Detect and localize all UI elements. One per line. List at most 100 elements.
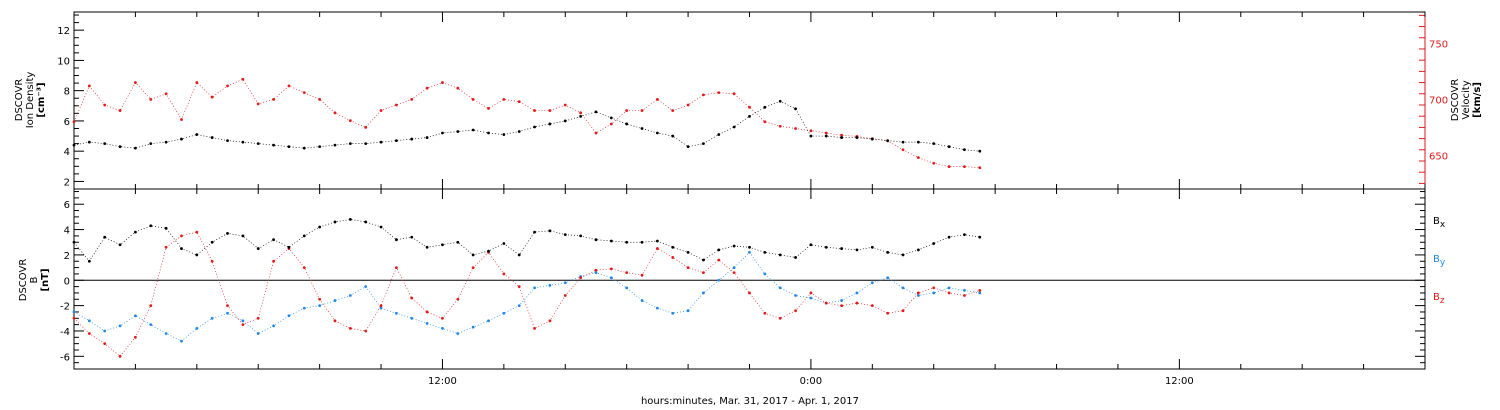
bx-point <box>978 235 982 239</box>
density-point <box>103 142 107 146</box>
by-point <box>487 319 490 323</box>
bottom-legend: Bx By Bz <box>1433 216 1446 306</box>
density-point <box>533 125 536 129</box>
b-field-tick-label: 6 <box>64 200 70 211</box>
b-field-tick-label: 4 <box>64 226 70 237</box>
density-point <box>210 136 214 139</box>
bz-point <box>272 259 275 263</box>
density-point <box>487 131 490 135</box>
density-point <box>502 133 506 136</box>
top-right-axis-title: DSCOVR Velocity [km/s] <box>1450 79 1483 122</box>
by-point <box>410 316 414 320</box>
bz-point <box>594 268 598 272</box>
bx-point <box>794 256 797 259</box>
density-point <box>824 134 828 138</box>
velocity-point <box>487 106 490 110</box>
bz-point <box>609 267 613 271</box>
x-axis-title: hours:minutes, Mar. 31, 2017 - Apr. 1, 2… <box>641 396 859 407</box>
bz-point <box>149 304 153 308</box>
density-point <box>379 140 383 144</box>
bz-point <box>932 286 936 290</box>
bz-point <box>947 291 951 295</box>
legend-bx: Bx <box>1433 216 1446 230</box>
bx-point <box>394 238 398 242</box>
bx-point <box>640 240 644 244</box>
bx-point <box>763 250 767 254</box>
density-point <box>963 148 966 152</box>
density-point <box>134 146 137 150</box>
density-point <box>195 133 199 136</box>
velocity-point <box>149 97 153 101</box>
density-point <box>118 145 122 149</box>
velocity-point <box>394 103 398 107</box>
density-point <box>441 131 444 135</box>
by-point <box>809 296 813 300</box>
by-point <box>563 281 567 285</box>
bz-point <box>870 304 874 308</box>
top-panel-axes: 2 4 6 8 10 12 650 700 750 <box>57 12 1448 189</box>
by-point <box>471 325 475 329</box>
by-point <box>947 286 951 290</box>
velocity-point <box>763 120 767 124</box>
bz-point <box>778 316 782 320</box>
by-point <box>671 311 675 315</box>
bz-point <box>963 294 966 297</box>
bottom-panel-axes: -6 -4 -2 0 2 4 6 <box>60 191 1425 370</box>
velocity-point <box>456 86 460 90</box>
by-point <box>886 276 890 280</box>
density-tick-label: 12 <box>57 26 70 37</box>
by-point <box>640 299 644 302</box>
velocity-point <box>118 109 122 112</box>
bottom-left-title-line-2: B <box>29 276 40 283</box>
bz-point <box>533 327 536 330</box>
bz-point <box>855 301 859 305</box>
bx-point <box>594 238 598 242</box>
velocity-tick-label: 750 <box>1429 39 1448 50</box>
bx-point <box>210 240 214 244</box>
b-field-tick-label: 0 <box>64 276 70 287</box>
bx-point <box>548 229 552 233</box>
bx-point <box>533 230 536 234</box>
by-point <box>855 291 859 295</box>
bz-point-trace <box>73 231 980 357</box>
bz-point <box>118 354 122 358</box>
time-tick-label: 12:00 <box>1165 376 1194 387</box>
velocity-point-trace <box>73 78 980 169</box>
velocity-point <box>517 100 521 104</box>
bx-point <box>625 240 629 244</box>
bz-point <box>195 230 199 234</box>
top-right-title-line-2: Velocity <box>1461 80 1472 119</box>
bz-point <box>655 247 659 250</box>
top-right-title-line-3: [km/s] <box>1472 82 1483 118</box>
bx-point <box>333 220 337 224</box>
velocity-tick-label: 700 <box>1429 95 1448 106</box>
density-point <box>272 143 275 147</box>
density-tick-label: 10 <box>57 56 70 67</box>
by-point <box>241 319 245 323</box>
bz-point <box>702 271 705 275</box>
velocity-point <box>978 166 982 170</box>
density-point <box>794 107 797 111</box>
legend-bz: Bz <box>1433 292 1445 306</box>
b-field-tick-label: -6 <box>60 352 70 363</box>
density-point <box>932 142 936 146</box>
by-point <box>210 316 214 320</box>
top-left-title-line-3: [cm⁻³] <box>36 82 47 117</box>
time-tick-label: 0:00 <box>800 376 822 387</box>
bz-point <box>333 319 337 323</box>
top-left-title-line-1: DSCOVR <box>14 79 25 122</box>
density-point <box>840 136 844 139</box>
by-point <box>502 311 506 315</box>
velocity-point <box>195 81 199 84</box>
density-point <box>947 145 951 149</box>
bx-point <box>487 249 490 253</box>
bx-point <box>840 247 844 250</box>
by-point <box>287 314 291 318</box>
density-point <box>809 134 813 138</box>
velocity-point <box>302 91 306 95</box>
by-point <box>118 324 122 328</box>
velocity-point <box>671 109 675 112</box>
bz-point <box>517 285 521 289</box>
velocity-point <box>502 97 506 101</box>
